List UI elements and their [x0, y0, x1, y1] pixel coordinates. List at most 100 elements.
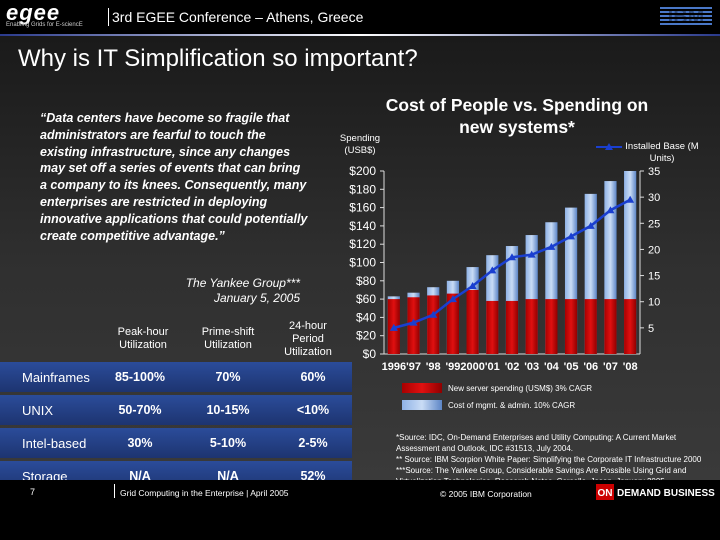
installed-base-point [429, 310, 438, 318]
bar-server-spending [564, 299, 578, 354]
header-separator [108, 8, 109, 26]
y-tick-label: $100 [349, 256, 376, 270]
x-tick-label: '06 [583, 361, 598, 373]
bar-server-spending [545, 299, 558, 354]
y-tick-label: $180 [349, 182, 376, 196]
table-row [0, 395, 352, 425]
bar-server-spending [604, 299, 617, 354]
table-cell: 10-15% [206, 403, 250, 417]
egee-tagline: Enabling Grids for E-sciencE [6, 22, 83, 28]
x-tick-label: '02 [505, 361, 520, 373]
copyright: © 2005 IBM Corporation [440, 489, 532, 499]
legend-label: New server spending (USM$) 3% CAGR [448, 384, 592, 393]
footer-text: Grid Computing in the Enterprise | April… [120, 488, 289, 498]
bar-server-spending [525, 299, 538, 354]
y2-tick-label: 20 [648, 244, 660, 256]
header-bar [0, 0, 720, 36]
installed-base-point [468, 282, 477, 290]
attribution-date: January 5, 2005 [213, 291, 300, 305]
page-number: 7 [30, 487, 36, 497]
y-tick-label: $40 [356, 310, 376, 324]
header-prime-shift: Prime-shift Utilization [201, 326, 255, 351]
table-cell: <10% [296, 403, 330, 417]
table-cell: 85-100% [114, 370, 166, 384]
installed-base-point [527, 250, 536, 258]
table-cell: 5-10% [209, 436, 247, 450]
installed-base-point [448, 295, 457, 303]
x-tick-label: '04 [544, 361, 560, 373]
conference-title: 3rd EGEE Conference – Athens, Greece [112, 9, 364, 25]
egee-logo: egee [6, 0, 61, 25]
source-ibm: ** Source: IBM Scorpion White Paper: Sim… [396, 455, 702, 464]
legend-swatch [402, 383, 442, 393]
ondemand-rest: DEMAND BUSINESS [617, 488, 715, 499]
table-row [0, 362, 352, 392]
x-tick-label: '97 [406, 361, 421, 373]
header-divider [0, 34, 720, 36]
y-tick-label: $120 [349, 237, 376, 251]
y2-tick-label: 15 [648, 271, 660, 283]
x-tick-label: 2000 [460, 361, 484, 373]
row-label-unix: UNIX [22, 403, 54, 418]
table-cell: 50-70% [118, 403, 162, 417]
legend-label: Cost of mgmt. & admin. 10% CAGR [448, 401, 575, 410]
x-tick-label: '98 [426, 361, 441, 373]
y2-axis-label: Installed Base (M Units) [625, 141, 699, 164]
y2-tick-label: 5 [648, 323, 654, 335]
bar-server-spending [446, 293, 460, 354]
y2-tick-label: 10 [648, 297, 660, 309]
table-cell: 60% [300, 370, 326, 384]
table-cell: N/A [217, 469, 239, 483]
row-label-mainframes: Mainframes [22, 370, 90, 385]
x-tick-label: '07 [603, 361, 618, 373]
installed-base-point [389, 323, 398, 331]
row-label-intel: Intel-based [22, 436, 87, 451]
on-demand-business-logo: ON DEMAND BUSINESS [596, 484, 715, 500]
installed-base-point [488, 266, 497, 274]
attribution-source: The Yankee Group*** [185, 276, 300, 290]
y-tick-label: $20 [356, 329, 376, 343]
x-tick-label: '08 [623, 361, 638, 373]
installed-base-point [547, 242, 556, 250]
x-tick-label: '01 [485, 361, 500, 373]
table-cell: 70% [215, 370, 241, 384]
y2-tick-label: 25 [648, 218, 660, 230]
table-cell: N/A [129, 469, 151, 483]
yankee-quote: “Data centers have become so fragile tha… [40, 111, 308, 243]
table-cell: 30% [127, 436, 153, 450]
table-row [0, 428, 352, 458]
x-tick-label: 1996 [382, 361, 406, 373]
y-tick-label: $60 [356, 292, 376, 306]
bar-server-spending [486, 300, 499, 354]
ondemand-on: ON [598, 488, 613, 499]
x-tick-label: '03 [524, 361, 539, 373]
installed-base-point [606, 206, 615, 214]
header-peak-hour: Peak-hour Utilization [117, 326, 169, 351]
ibm-logo-text: IBM [668, 6, 705, 27]
bar-server-spending [584, 299, 597, 354]
bar-server-spending [624, 299, 637, 354]
installed-base-point [409, 318, 418, 326]
y2-tick-label: 30 [648, 192, 660, 204]
y-axis-label: Spending (USB$) [339, 133, 381, 156]
legend-installed-base-marker [605, 143, 613, 150]
y-tick-label: $140 [349, 219, 376, 233]
installed-base-point [626, 195, 635, 203]
y-tick-label: $80 [356, 274, 376, 288]
installed-base-point [586, 221, 595, 229]
installed-base-point [567, 232, 576, 240]
bar-server-spending [427, 295, 440, 354]
ibm-logo: IBM [660, 6, 712, 27]
legend-swatch [402, 400, 442, 410]
footer-separator [114, 484, 115, 498]
installed-base-point [508, 253, 516, 261]
y2-tick-label: 35 [648, 166, 660, 178]
y-tick-label: $160 [349, 201, 376, 215]
sources-footnote: *Source: IDC, On-Demand Enterprises and … [396, 432, 720, 487]
x-tick-label: '99 [445, 361, 460, 373]
source-idc: *Source: IDC, On-Demand Enterprises and … [396, 433, 677, 453]
x-tick-label: '05 [564, 361, 579, 373]
quote-attribution: The Yankee Group*** January 5, 2005 [140, 276, 300, 306]
chart-title: Cost of People vs. Spending on new syste… [385, 95, 649, 137]
